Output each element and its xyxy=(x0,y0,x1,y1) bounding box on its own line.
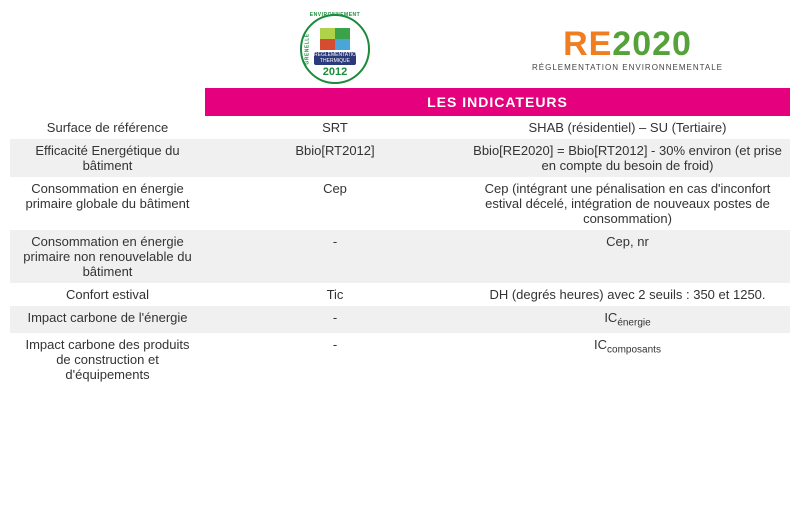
row-label: Impact carbone de l'énergie xyxy=(10,306,205,333)
table-row: Impact carbone de l'énergie-ICénergie xyxy=(10,306,790,333)
re2020-year: 2020 xyxy=(612,25,692,63)
table-row: Impact carbone des produits de construct… xyxy=(10,333,790,386)
re2020-subtitle: RÉGLEMENTATION ENVIRONNEMENTALE xyxy=(473,63,782,72)
grenelle-band-line2: THERMIQUE xyxy=(320,58,350,64)
grenelle-band: RÉGLEMENTATION THERMIQUE xyxy=(314,52,356,65)
grenelle-squares xyxy=(320,28,350,50)
banner: LES INDICATEURS xyxy=(205,88,790,116)
cell-rt2012: Tic xyxy=(205,283,465,306)
row-label: Impact carbone des produits de construct… xyxy=(10,333,205,386)
row-label: Confort estival xyxy=(10,283,205,306)
re2020-re: RE xyxy=(563,25,612,63)
cell-re2020: Cep (intégrant une pénalisation en cas d… xyxy=(465,177,790,230)
row-label: Surface de référence xyxy=(10,116,205,139)
row-label: Efficacité Energétique du bâtiment xyxy=(10,139,205,177)
cell-re2020: SHAB (résidentiel) – SU (Tertiaire) xyxy=(465,116,790,139)
grenelle-left-text: GRENELLE xyxy=(305,33,311,64)
row-label: Consommation en énergie primaire globale… xyxy=(10,177,205,230)
grenelle-year: 2012 xyxy=(323,66,347,78)
table-row: Surface de référenceSRTSHAB (résidentiel… xyxy=(10,116,790,139)
table-row: Consommation en énergie primaire non ren… xyxy=(10,230,790,283)
cell-rt2012: - xyxy=(205,306,465,333)
cell-rt2012: Bbio[RT2012] xyxy=(205,139,465,177)
banner-row: LES INDICATEURS xyxy=(10,88,790,116)
table-row: Efficacité Energétique du bâtimentBbio[R… xyxy=(10,139,790,177)
table-row: Consommation en énergie primaire globale… xyxy=(10,177,790,230)
cell-re2020: DH (degrés heures) avec 2 seuils : 350 e… xyxy=(465,283,790,306)
cell-re2020: ICénergie xyxy=(465,306,790,333)
re2020-logo: RE2020 RÉGLEMENTATION ENVIRONNEMENTALE xyxy=(473,27,782,72)
row-label: Consommation en énergie primaire non ren… xyxy=(10,230,205,283)
cell-re2020: Bbio[RE2020] = Bbio[RT2012] - 30% enviro… xyxy=(465,139,790,177)
cell-rt2012: - xyxy=(205,230,465,283)
cell-re2020: ICcomposants xyxy=(465,333,790,386)
cell-rt2012: Cep xyxy=(205,177,465,230)
grenelle-logo: ENVIRONNEMENT GRENELLE RÉGLEMENTATION TH… xyxy=(300,14,370,84)
logo-grenelle-cell: ENVIRONNEMENT GRENELLE RÉGLEMENTATION TH… xyxy=(205,10,465,88)
cell-re2020: Cep, nr xyxy=(465,230,790,283)
logo-row: ENVIRONNEMENT GRENELLE RÉGLEMENTATION TH… xyxy=(10,10,790,88)
grenelle-top-text: ENVIRONNEMENT xyxy=(310,12,360,18)
logo-re2020-cell: RE2020 RÉGLEMENTATION ENVIRONNEMENTALE xyxy=(465,10,790,88)
indicator-table: ENVIRONNEMENT GRENELLE RÉGLEMENTATION TH… xyxy=(10,10,790,386)
cell-rt2012: - xyxy=(205,333,465,386)
table-row: Confort estivalTicDH (degrés heures) ave… xyxy=(10,283,790,306)
cell-rt2012: SRT xyxy=(205,116,465,139)
